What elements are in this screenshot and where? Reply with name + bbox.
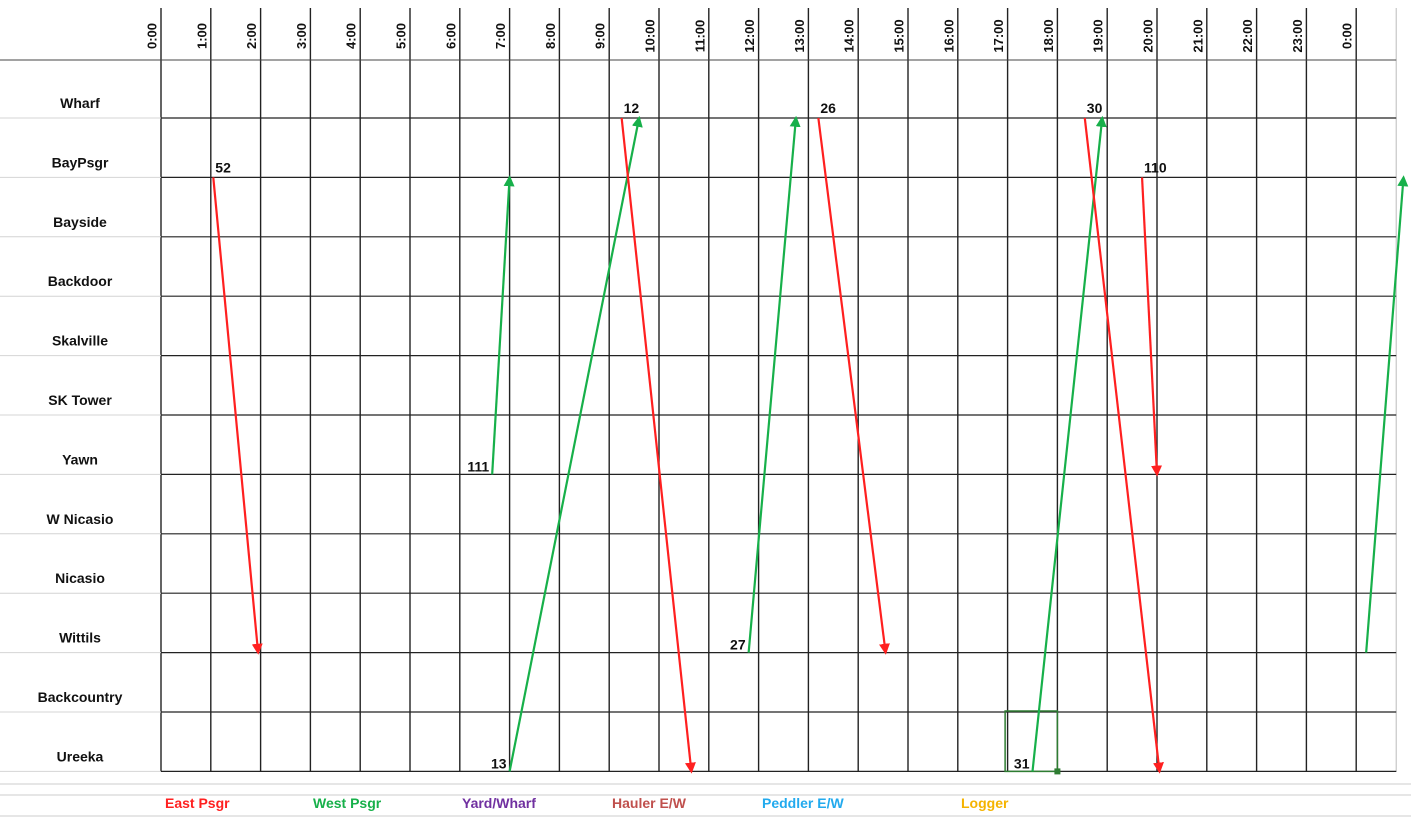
hour-tick-label: 22:00 xyxy=(1240,19,1255,52)
hour-tick-label: 21:00 xyxy=(1190,19,1205,52)
train-path xyxy=(1140,177,1163,477)
train-number-label: 110 xyxy=(1144,159,1167,175)
hour-tick-label: 5:00 xyxy=(394,23,409,49)
train-number-label: 31 xyxy=(1014,755,1030,771)
train-path xyxy=(817,117,890,655)
hour-tick-label: 12:00 xyxy=(742,19,757,52)
hour-tick-label: 7:00 xyxy=(493,23,508,49)
train-path xyxy=(491,175,515,475)
legend: East Psgr West Psgr Yard/Wharf Hauler E/W Pe… xyxy=(165,795,1009,811)
station-label: SK Tower xyxy=(48,392,112,408)
legend-entry: Yard/Wharf xyxy=(462,795,536,811)
legend-entry: Peddler E/W xyxy=(762,795,844,811)
hour-tick-label: 15:00 xyxy=(892,19,907,52)
station-label: W Nicasio xyxy=(47,511,114,527)
hour-tick-label: 4:00 xyxy=(344,23,359,49)
train-number-label: 52 xyxy=(215,159,231,175)
legend-entry: West Psgr xyxy=(313,795,382,811)
train-number-label: 12 xyxy=(624,100,640,116)
hour-tick-label: 16:00 xyxy=(941,19,956,52)
train-number-label: 111 xyxy=(467,458,489,474)
hour-tick-label: 13:00 xyxy=(792,19,807,52)
hour-tick-label: 1:00 xyxy=(194,23,209,49)
train-path xyxy=(747,115,801,653)
hour-tick-label: 18:00 xyxy=(1041,19,1056,52)
legend-entry: Hauler E/W xyxy=(612,795,687,811)
grid xyxy=(0,8,1411,817)
train-number-label: 30 xyxy=(1087,100,1103,116)
train-path xyxy=(620,117,696,774)
train-number-label: 13 xyxy=(491,755,507,771)
hour-tick-label: 23:00 xyxy=(1290,19,1305,52)
hour-tick-label: 17:00 xyxy=(991,19,1006,52)
hour-tick-label: 10:00 xyxy=(643,19,658,52)
station-label: Yawn xyxy=(62,451,98,467)
station-label: Backdoor xyxy=(48,273,113,289)
train-path xyxy=(1083,117,1164,774)
station-label: Wharf xyxy=(60,95,100,111)
hour-tick-label: 9:00 xyxy=(593,23,608,49)
selection-box xyxy=(1004,710,1059,773)
hour-tick-label: 3:00 xyxy=(294,23,309,49)
station-label: Ureeka xyxy=(57,748,104,764)
train-paths: 5211113122726313011053 xyxy=(212,100,1409,775)
hour-tick-label: 6:00 xyxy=(443,23,458,49)
station-label: Bayside xyxy=(53,214,107,230)
hour-tick-label: 14:00 xyxy=(842,19,857,52)
hour-axis: 0:00 1:00 2:00 3:00 4:00 5:00 6:00 7:00 8:00 9:00… xyxy=(145,19,1355,52)
selection-handle xyxy=(1054,768,1061,775)
station-label: Wittils xyxy=(59,630,101,646)
legend-entry: East Psgr xyxy=(165,795,230,811)
train-path xyxy=(1365,175,1409,653)
station-label: Skalville xyxy=(52,333,108,349)
station-label: Nicasio xyxy=(55,570,105,586)
train-number-label: 27 xyxy=(730,637,746,653)
station-label: BayPsgr xyxy=(52,154,109,170)
train-path xyxy=(212,177,263,655)
train-path xyxy=(1031,115,1107,772)
hour-tick-label: 11:00 xyxy=(692,20,707,53)
hour-tick-label: 2:00 xyxy=(244,23,259,49)
hour-tick-label: 0:00 xyxy=(1340,23,1355,49)
train-number-label: 26 xyxy=(820,100,836,116)
hour-tick-label: 8:00 xyxy=(543,23,558,49)
hour-tick-label: 20:00 xyxy=(1141,19,1156,52)
train-path xyxy=(508,115,643,772)
hour-tick-label: 19:00 xyxy=(1091,19,1106,52)
legend-entry: Logger xyxy=(961,795,1009,811)
hour-tick-label: 0:00 xyxy=(145,23,160,49)
station-axis: Wharf BayPsgr Bayside Backdoor Skalville SK T… xyxy=(38,95,123,764)
station-label: Backcountry xyxy=(38,689,123,705)
